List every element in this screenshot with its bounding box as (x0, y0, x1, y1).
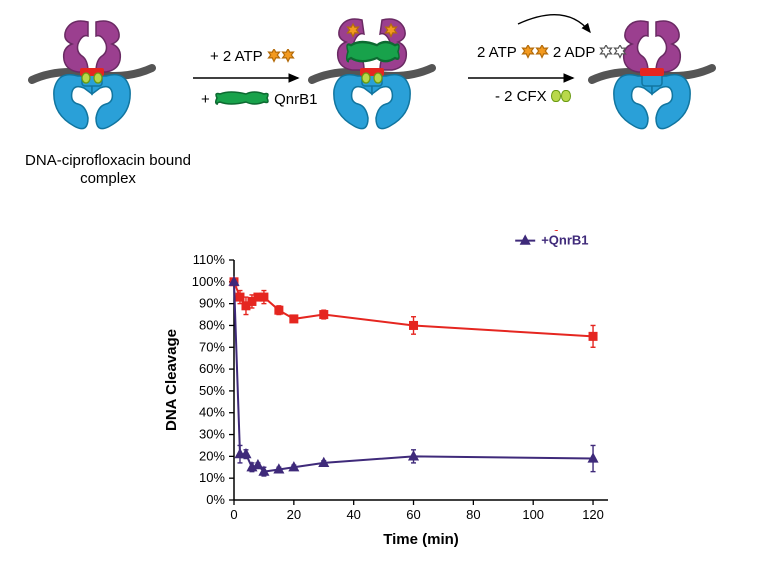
svg-text:Time (min): Time (min) (383, 531, 459, 548)
atp-icon (535, 45, 549, 59)
step1-qnr-label: + QnrB1 (201, 88, 317, 112)
svg-text:0%: 0% (206, 492, 225, 507)
svg-text:80%: 80% (199, 317, 225, 332)
qnr-icon (214, 88, 270, 112)
complex-label: DNA-ciprofloxacin bound complex (18, 152, 198, 188)
svg-text:20%: 20% (199, 448, 225, 463)
dna-cleavage-chart: 0% 10% 20% 30% 40% 50% 60% 70% 80% 90% 100% 110% 0 20… (160, 230, 620, 550)
adp-icon (613, 45, 627, 59)
svg-text:- QnrB1: - QnrB1 (541, 230, 589, 232)
svg-text:DNA Cleavage: DNA Cleavage (163, 329, 180, 431)
step2-cfx-label: - 2 CFX (495, 88, 571, 105)
atp-icon (521, 45, 535, 59)
svg-text:50%: 50% (199, 383, 225, 398)
svg-text:100%: 100% (192, 274, 226, 289)
svg-text:40: 40 (346, 507, 360, 522)
svg-text:20: 20 (287, 507, 301, 522)
atp-icon (267, 49, 281, 63)
svg-text:40%: 40% (199, 405, 225, 420)
svg-text:110%: 110% (193, 252, 226, 267)
svg-text:120: 120 (582, 507, 604, 522)
svg-text:60: 60 (406, 507, 420, 522)
cfx-icon (551, 90, 561, 102)
svg-text:10%: 10% (199, 470, 225, 485)
complex-1 (32, 21, 152, 129)
adp-icon (599, 45, 613, 59)
svg-text:70%: 70% (199, 339, 225, 354)
complex-2 (312, 19, 432, 129)
step1-atp-label: + 2 ATP (210, 48, 295, 65)
mechanism-diagram: DNA-ciprofloxacin bound complex + 2 ATP … (18, 8, 738, 188)
svg-text:+QnrB1: +QnrB1 (541, 233, 588, 248)
cfx-icon (561, 90, 571, 102)
complex-3 (592, 21, 712, 129)
step2-atp-label: 2 ATP 2 ADP (477, 44, 627, 61)
svg-text:90%: 90% (199, 296, 225, 311)
svg-text:0: 0 (230, 507, 237, 522)
svg-text:80: 80 (466, 507, 480, 522)
svg-text:100: 100 (522, 507, 544, 522)
svg-text:30%: 30% (199, 427, 225, 442)
svg-text:60%: 60% (199, 361, 225, 376)
atp-icon (281, 49, 295, 63)
